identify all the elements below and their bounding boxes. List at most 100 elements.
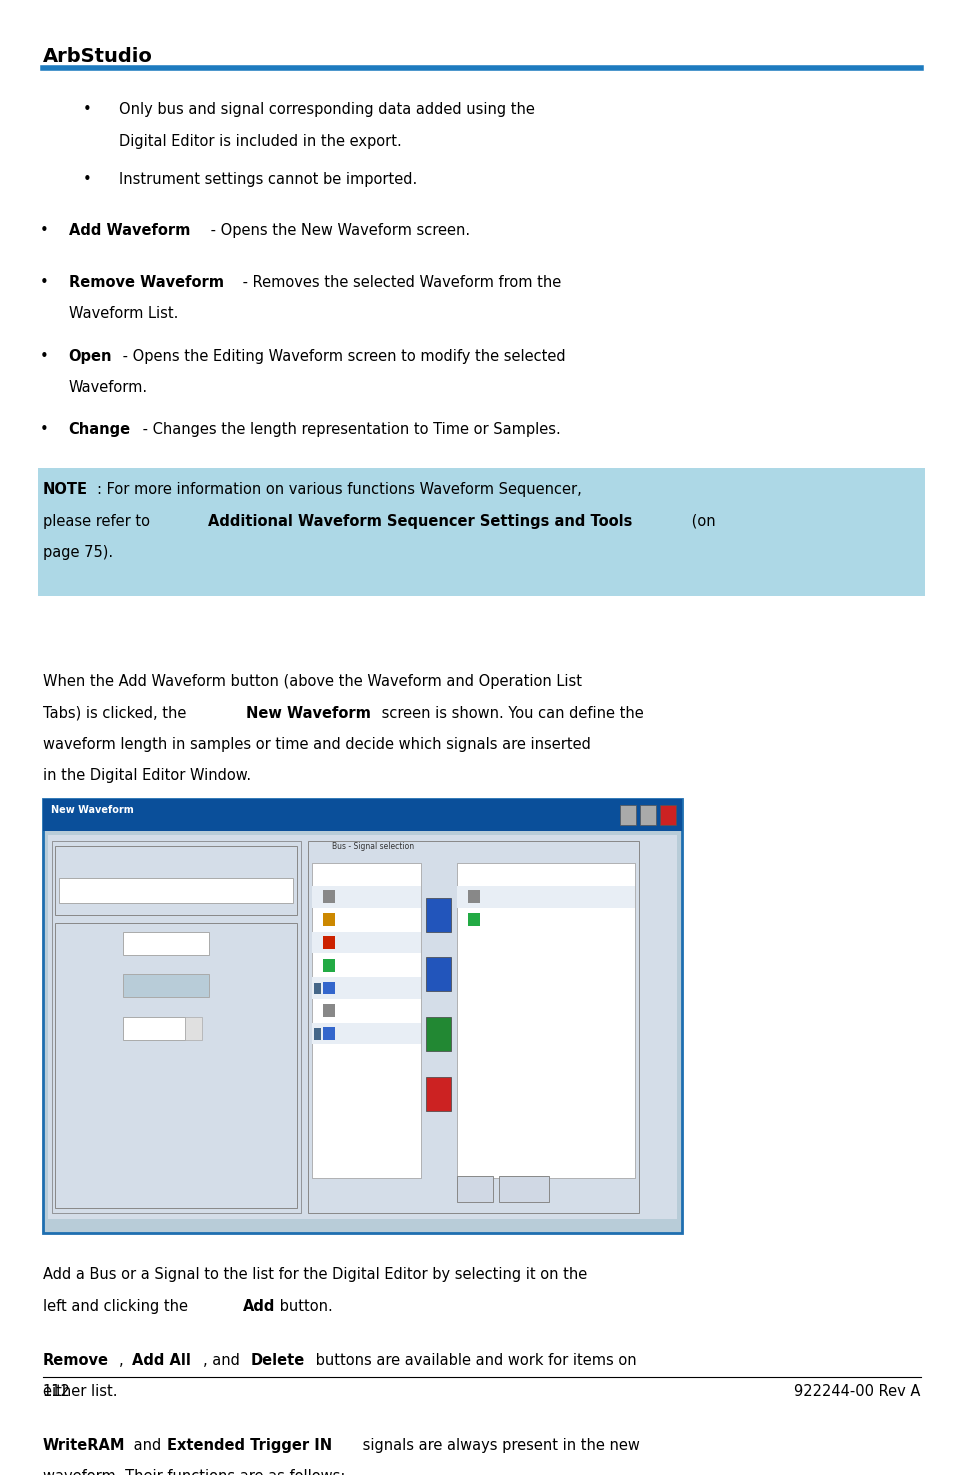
Text: Ch16: Ch16 (384, 962, 401, 968)
FancyBboxPatch shape (312, 863, 420, 1179)
FancyBboxPatch shape (185, 1018, 202, 1040)
Text: ExtendedT...: ExtendedT... (337, 962, 378, 968)
FancyBboxPatch shape (312, 886, 420, 907)
Text: WR: WR (337, 916, 349, 922)
Text: Addr: Addr (337, 1030, 353, 1035)
Text: New Waveform: New Waveform (246, 705, 371, 721)
FancyBboxPatch shape (468, 891, 479, 903)
Text: 922244-00 Rev A: 922244-00 Rev A (794, 1384, 920, 1400)
Text: ○  Time: ○ Time (61, 994, 91, 1003)
Text: RD: RD (337, 940, 347, 945)
FancyBboxPatch shape (659, 805, 676, 825)
FancyBboxPatch shape (51, 841, 300, 1214)
Text: - Changes the length representation to Time or Samples.: - Changes the length representation to T… (138, 422, 560, 438)
Text: either list.: either list. (43, 1384, 117, 1400)
Text: Ch13: Ch13 (384, 916, 401, 922)
FancyBboxPatch shape (323, 1004, 335, 1018)
Text: , and: , and (203, 1353, 245, 1367)
Text: +: + (433, 1027, 444, 1041)
Text: Cancel: Cancel (509, 1184, 537, 1193)
Text: 1048576: 1048576 (127, 938, 161, 947)
Text: - Removes the selected Waveform from the: - Removes the selected Waveform from the (238, 274, 561, 289)
FancyBboxPatch shape (55, 923, 296, 1208)
Text: ExtendedT...: ExtendedT... (482, 916, 523, 922)
FancyBboxPatch shape (312, 978, 420, 999)
Text: ArbStudio: ArbStudio (43, 47, 152, 66)
Text: 112: 112 (43, 1384, 71, 1400)
Text: CLK: CLK (337, 1007, 350, 1013)
Text: +: + (433, 907, 444, 922)
Text: ▲: ▲ (188, 1019, 192, 1025)
Text: Waveform Length: Waveform Length (63, 925, 131, 934)
FancyBboxPatch shape (426, 1018, 451, 1052)
Text: Ch17: Ch17 (598, 894, 616, 900)
Text: Ch12: Ch12 (384, 940, 401, 945)
FancyBboxPatch shape (59, 878, 293, 903)
FancyBboxPatch shape (468, 913, 479, 926)
Text: - Opens the Editing Waveform screen to modify the selected: - Opens the Editing Waveform screen to m… (118, 348, 565, 363)
FancyBboxPatch shape (308, 841, 639, 1214)
Text: WriteRAM: WriteRAM (43, 1438, 125, 1453)
FancyBboxPatch shape (48, 835, 677, 1220)
Text: ●  Samples: ● Samples (61, 1037, 105, 1046)
FancyBboxPatch shape (426, 898, 451, 932)
Text: (on: (on (686, 513, 715, 528)
Text: Ch: Ch (384, 866, 395, 872)
FancyBboxPatch shape (323, 937, 335, 948)
Text: New Waveform: New Waveform (51, 805, 133, 816)
FancyBboxPatch shape (426, 1077, 451, 1111)
Text: Ok: Ok (469, 1184, 480, 1193)
Text: Delete: Delete (251, 1353, 305, 1367)
Text: - Opens the New Waveform screen.: - Opens the New Waveform screen. (206, 223, 470, 239)
Text: 1000: 1000 (127, 1022, 146, 1032)
Text: waveform. Their functions are as follows:: waveform. Their functions are as follows… (43, 1469, 345, 1475)
Text: Waveform List.: Waveform List. (69, 305, 178, 322)
Text: Remove Waveform: Remove Waveform (69, 274, 223, 289)
Text: •: • (83, 102, 91, 118)
Text: Ch16: Ch16 (598, 916, 616, 922)
Text: •: • (40, 274, 49, 289)
FancyBboxPatch shape (619, 805, 636, 825)
FancyBboxPatch shape (323, 891, 335, 903)
FancyBboxPatch shape (123, 1018, 185, 1040)
Text: Extended Trigger IN: Extended Trigger IN (167, 1438, 332, 1453)
Text: WriteRAM: WriteRAM (337, 894, 370, 900)
Text: •: • (83, 173, 91, 187)
Text: Digital Editor is included in the export.: Digital Editor is included in the export… (119, 134, 401, 149)
Text: 8.000μ: 8.000μ (127, 979, 153, 990)
Text: Ch14: Ch14 (384, 1007, 401, 1013)
FancyBboxPatch shape (323, 913, 335, 926)
FancyBboxPatch shape (323, 981, 335, 994)
Text: ,: , (119, 1353, 129, 1367)
Text: screen is shown. You can define the: screen is shown. You can define the (376, 705, 643, 721)
Text: Add Waveform: Add Waveform (69, 223, 190, 239)
Text: Waveform.: Waveform. (69, 381, 148, 395)
Text: Only bus and signal corresponding data added using the: Only bus and signal corresponding data a… (119, 102, 535, 118)
FancyBboxPatch shape (456, 863, 635, 1179)
FancyBboxPatch shape (426, 957, 451, 991)
Text: WriteRAM: WriteRAM (482, 894, 515, 900)
Text: ▼: ▼ (188, 1031, 192, 1037)
FancyBboxPatch shape (43, 799, 681, 830)
Text: Remove: Remove (43, 1353, 109, 1367)
Text: Name: Name (315, 866, 338, 872)
FancyBboxPatch shape (639, 805, 656, 825)
FancyBboxPatch shape (312, 932, 420, 953)
Text: Instrument settings cannot be imported.: Instrument settings cannot be imported. (119, 173, 417, 187)
Text: Ch17: Ch17 (384, 894, 401, 900)
Text: NOTE: NOTE (43, 482, 88, 497)
Text: •: • (40, 348, 49, 363)
Text: signals are always present in the new: signals are always present in the new (357, 1438, 639, 1453)
Text: page 75).: page 75). (43, 544, 113, 560)
Text: Add a Bus or a Signal to the list for the Digital Editor by selecting it on the: Add a Bus or a Signal to the list for th… (43, 1267, 586, 1282)
Text: Name: Name (460, 866, 483, 872)
FancyBboxPatch shape (123, 932, 209, 954)
FancyBboxPatch shape (498, 1177, 548, 1202)
Text: Additional Waveform Sequencer Settings and Tools: Additional Waveform Sequencer Settings a… (208, 513, 632, 528)
Text: left and clicking the: left and clicking the (43, 1299, 193, 1314)
FancyBboxPatch shape (55, 847, 296, 914)
Text: please refer to: please refer to (43, 513, 154, 528)
Text: Waveform Name: Waveform Name (63, 848, 127, 857)
Text: : For more information on various functions Waveform Sequencer,: : For more information on various functi… (97, 482, 581, 497)
Text: When the Add Waveform button (above the Waveform and Operation List: When the Add Waveform button (above the … (43, 674, 581, 689)
